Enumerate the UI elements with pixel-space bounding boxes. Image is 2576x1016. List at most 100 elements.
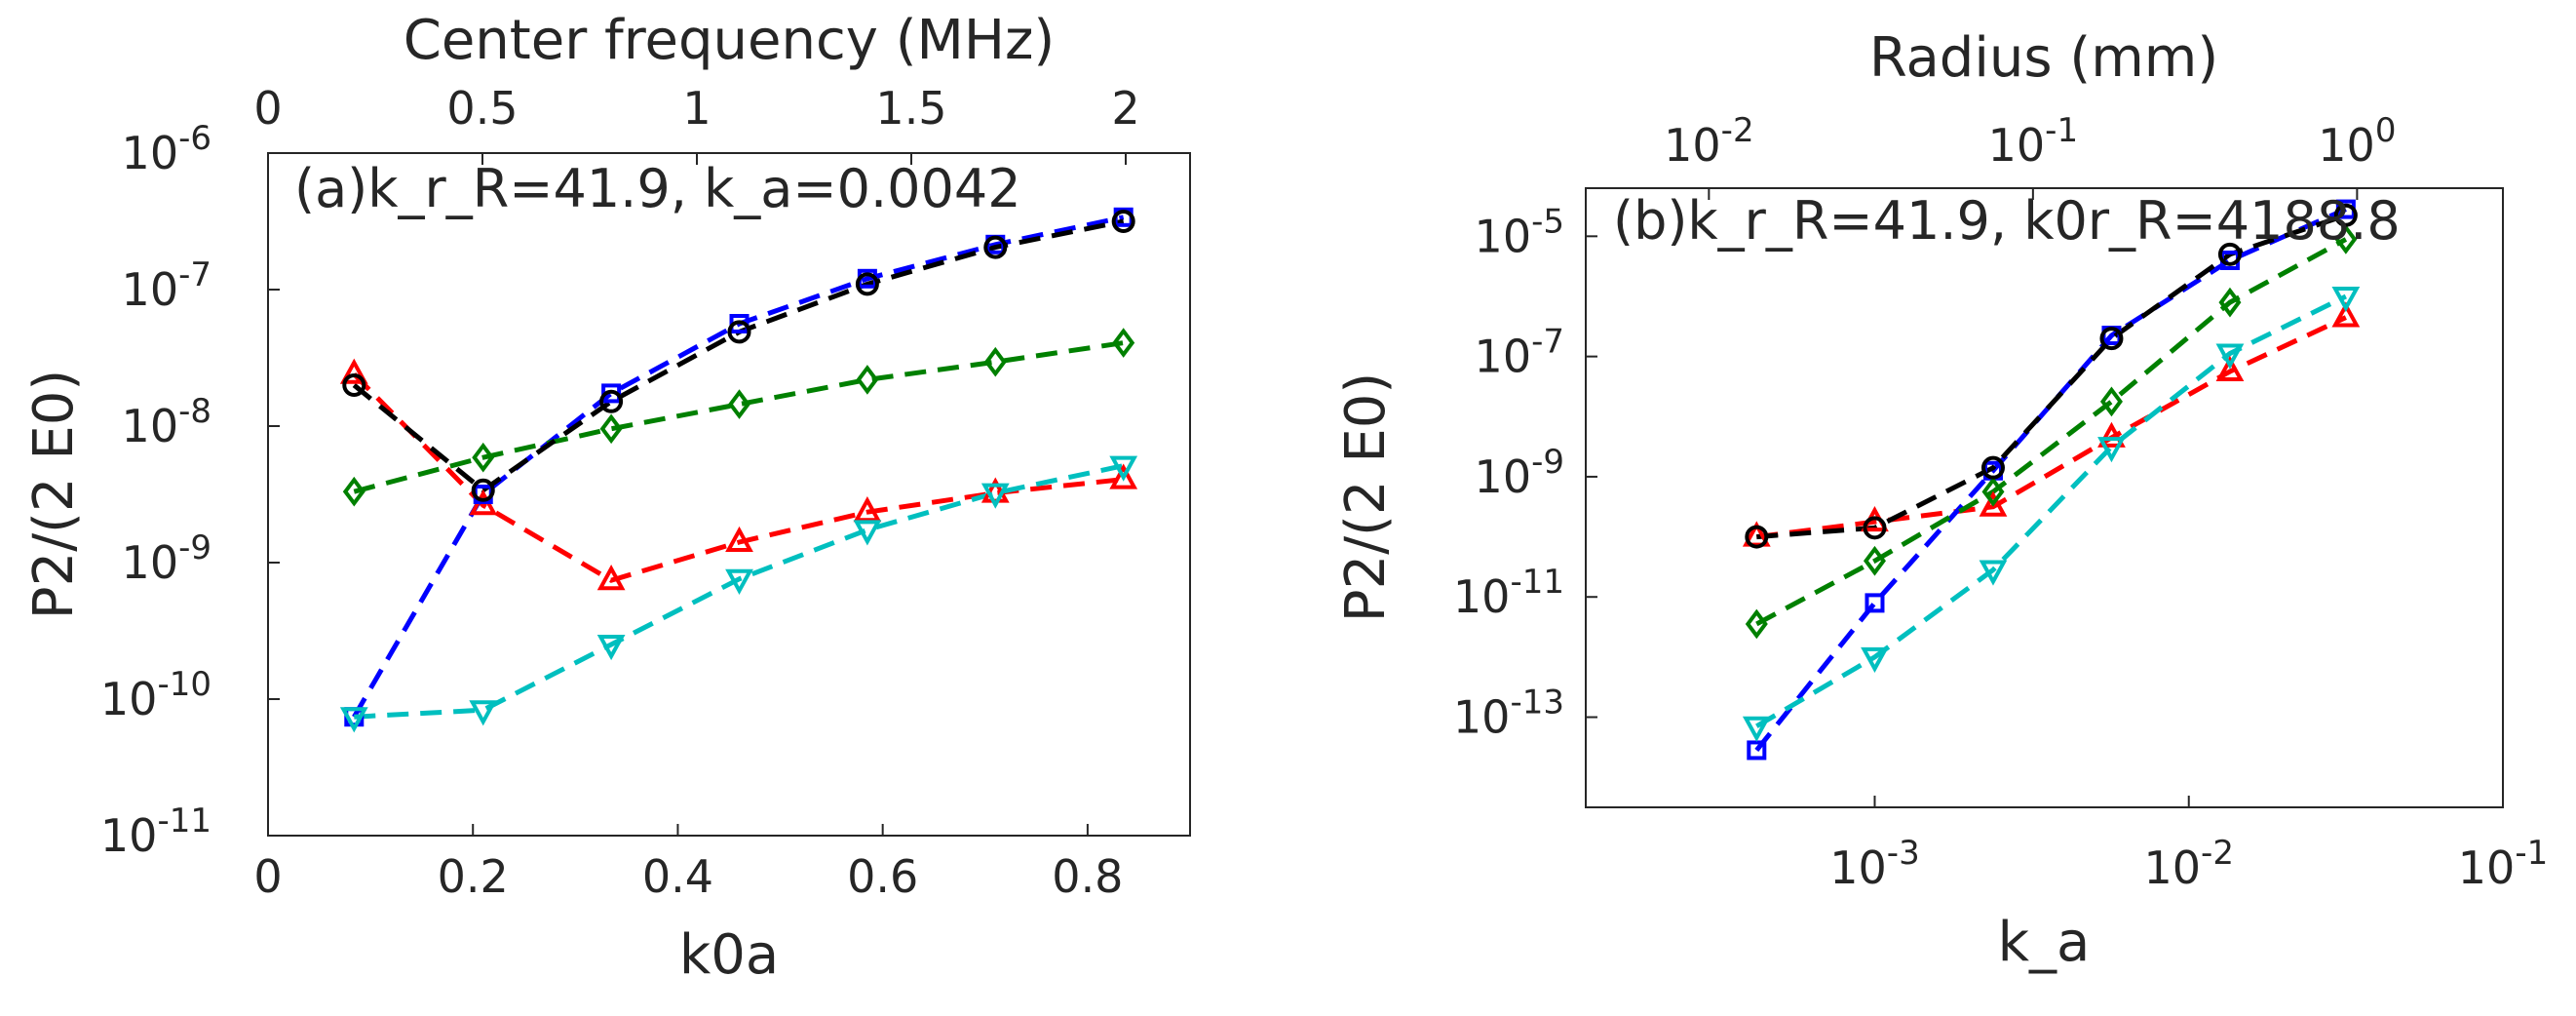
marker-cyan-triangle-down xyxy=(2331,286,2361,313)
y-axis-label-b: P2/(2 E0) xyxy=(1334,372,1398,622)
marker-cyan-triangle-down xyxy=(469,700,498,726)
marker-cyan-triangle-down xyxy=(725,568,753,595)
marker-green-diamond xyxy=(1112,328,1135,358)
marker-black-circle xyxy=(2333,203,2358,227)
marker-cyan-triangle-down xyxy=(596,635,626,661)
top-x-tick-labels-b: 10-2 10-1 100 xyxy=(1664,111,2396,172)
series-line-red-triangle-up xyxy=(1755,315,2347,540)
marker-green-diamond xyxy=(2334,224,2358,254)
y-tick-label-b: 10-11 xyxy=(1453,563,1564,623)
top-x-tick-label-a: 0.5 xyxy=(446,82,518,135)
marker-blue-square xyxy=(1747,740,1767,761)
top-x-tick-label-b: 10-2 xyxy=(1664,111,1753,172)
marker-black-circle xyxy=(855,272,879,296)
x-tick-label-a: 0.6 xyxy=(847,850,918,903)
top-x-tick-label-a: 0 xyxy=(253,82,282,135)
marker-green-diamond xyxy=(1981,477,2005,507)
marker-black-circle xyxy=(983,235,1008,259)
marker-red-triangle-up xyxy=(596,565,626,591)
y-tick-label-a: 10-11 xyxy=(100,801,211,862)
tick-marks-a xyxy=(267,152,1127,837)
y-axis-label-a: P2/(2 E0) xyxy=(22,370,86,619)
top-x-tick-labels-a: 0 0.5 1 1.5 2 xyxy=(253,82,1139,135)
series-line-red-triangle-up xyxy=(352,372,1124,583)
annotation-a: (a)k_r_R=41.9, k_a=0.0042 xyxy=(294,158,1021,219)
x-axis-label-a: k0a xyxy=(679,923,779,987)
series-line-blue-square xyxy=(1754,207,2347,752)
x-tick-label-a: 0.8 xyxy=(1052,850,1123,903)
y-tick-labels-b: 10-5 10-7 10-9 10-11 10-13 xyxy=(1453,202,1564,743)
series-line-cyan-triangle-down xyxy=(354,463,1125,720)
y-tick-label-b: 10-9 xyxy=(1475,443,1564,503)
x-tick-label-a: 0 xyxy=(253,850,282,903)
series-markers-a xyxy=(339,207,1138,733)
marker-red-triangle-up xyxy=(2215,355,2245,382)
panel-a: 0 0.2 0.4 0.6 0.8 0 0.5 1 1.5 2 10-6 10-7 10-8 10-9… xyxy=(22,9,1191,987)
y-tick-label-b: 10-13 xyxy=(1453,684,1564,744)
top-x-tick-label-a: 1 xyxy=(682,82,711,135)
marker-green-diamond xyxy=(342,476,365,507)
marker-black-circle xyxy=(342,373,366,397)
marker-red-triangle-up xyxy=(2331,301,2361,328)
marker-black-circle xyxy=(599,389,624,413)
marker-red-triangle-up xyxy=(853,496,882,523)
marker-cyan-triangle-down xyxy=(1109,455,1138,482)
x-axis-label-b: k_a xyxy=(1998,911,2091,974)
marker-red-triangle-up xyxy=(2097,421,2126,448)
y-tick-label-a: 10-8 xyxy=(122,392,211,452)
marker-black-circle xyxy=(2217,242,2242,266)
top-x-axis-label-b: Radius (mm) xyxy=(1869,26,2218,90)
marker-green-diamond xyxy=(983,346,1007,377)
y-tick-label-a: 10-6 xyxy=(122,119,211,179)
y-tick-labels-a: 10-6 10-7 10-8 10-9 10-10 10-11 xyxy=(100,119,211,862)
marker-cyan-triangle-down xyxy=(980,483,1010,509)
marker-black-circle xyxy=(1980,455,2005,480)
top-x-tick-label-b: 100 xyxy=(2318,111,2396,172)
x-tick-label-a: 0.4 xyxy=(642,850,713,903)
marker-black-circle xyxy=(471,478,495,502)
series-line-blue-square xyxy=(352,215,1125,719)
series-line-black-circle xyxy=(352,218,1125,493)
y-tick-label-b: 10-7 xyxy=(1475,323,1564,383)
marker-black-circle xyxy=(2099,327,2124,351)
x-tick-labels-a: 0 0.2 0.4 0.6 0.8 xyxy=(253,850,1123,903)
top-x-tick-label-b: 10-1 xyxy=(1988,111,2078,172)
marker-blue-square xyxy=(1865,593,1885,613)
marker-black-circle xyxy=(727,320,751,344)
series-lines-a xyxy=(352,215,1125,720)
marker-green-diamond xyxy=(856,365,879,395)
x-tick-label-a: 0.2 xyxy=(438,850,509,903)
marker-red-triangle-up xyxy=(339,358,368,384)
y-tick-label-a: 10-10 xyxy=(100,665,211,725)
tick-marks-b xyxy=(1586,188,2504,807)
x-tick-label-b: 10-3 xyxy=(1829,834,1919,894)
y-tick-label-a: 10-7 xyxy=(122,255,211,316)
marker-green-diamond xyxy=(472,442,495,473)
annotation-b: (b)k_r_R=41.9, k0r_R=4188.8 xyxy=(1613,190,2401,252)
plot-frame-b xyxy=(1585,187,2504,808)
marker-green-diamond xyxy=(728,389,751,419)
series-markers-b xyxy=(1742,199,2361,761)
marker-green-diamond xyxy=(599,413,623,445)
panel-b: 10-3 10-2 10-1 10-2 10-1 100 10-510-710-910-… xyxy=(1334,26,2548,974)
marker-black-circle xyxy=(1111,210,1135,233)
marker-black-circle xyxy=(1745,525,1769,549)
marker-cyan-triangle-down xyxy=(2097,437,2126,463)
y-tick-label-b: 10-5 xyxy=(1475,202,1564,262)
marker-cyan-triangle-down xyxy=(1979,560,2008,586)
marker-cyan-triangle-down xyxy=(1861,646,1889,674)
marker-black-circle xyxy=(1863,516,1887,540)
marker-red-triangle-up xyxy=(1109,463,1138,489)
marker-cyan-triangle-down xyxy=(2215,343,2245,370)
marker-red-triangle-up xyxy=(1979,490,2008,517)
series-line-cyan-triangle-down xyxy=(1755,293,2347,728)
marker-green-diamond xyxy=(2099,386,2123,417)
x-tick-labels-b: 10-3 10-2 10-1 xyxy=(1829,834,2548,894)
series-line-green-diamond xyxy=(1755,237,2348,627)
top-x-tick-label-a: 1.5 xyxy=(875,82,946,135)
y-tick-label-a: 10-9 xyxy=(122,528,211,589)
marker-green-diamond xyxy=(1745,608,1768,640)
marker-cyan-triangle-down xyxy=(339,707,368,733)
x-tick-label-b: 10-2 xyxy=(2144,834,2234,894)
